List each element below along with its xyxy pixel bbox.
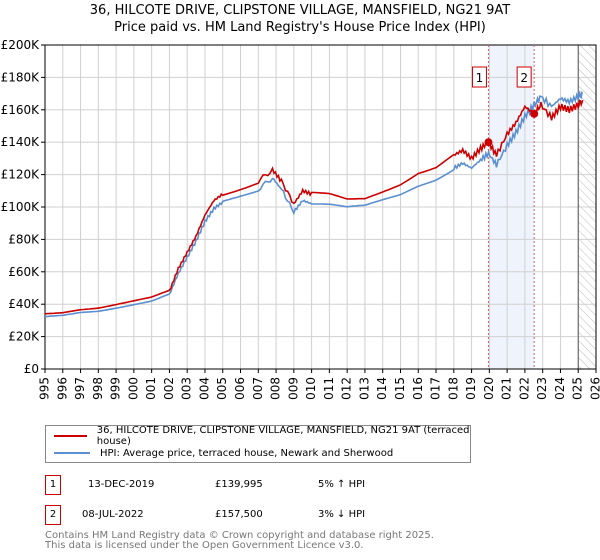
x-tick-label: 1995 bbox=[38, 377, 52, 400]
y-tick-label: £60K bbox=[8, 265, 40, 279]
x-tick-label: 2012 bbox=[340, 377, 354, 400]
y-tick-label: £180K bbox=[1, 70, 41, 84]
x-tick-label: 2008 bbox=[269, 377, 283, 400]
x-tick-label: 2017 bbox=[429, 377, 443, 400]
y-tick-label: £140K bbox=[1, 135, 41, 149]
sale-date: 08-JUL-2022 bbox=[82, 509, 144, 520]
sale-row: 1 13-DEC-2019 £139,995 5% ↑ HPI bbox=[45, 475, 600, 495]
sale-date: 13-DEC-2019 bbox=[88, 479, 155, 490]
sale-row: 2 08-JUL-2022 £157,500 3% ↓ HPI bbox=[45, 505, 600, 525]
sale-hpi: 3% ↓ HPI bbox=[318, 509, 366, 520]
legend-swatch-blue bbox=[54, 452, 90, 454]
sale-hpi: 5% ↑ HPI bbox=[318, 479, 366, 490]
legend: 36, HILCOTE DRIVE, CLIPSTONE VILLAGE, MA… bbox=[45, 425, 471, 463]
x-tick-label: 2015 bbox=[393, 377, 407, 400]
sale-price: £157,500 bbox=[215, 509, 263, 520]
sale-label-box bbox=[471, 66, 487, 88]
y-tick-label: £100K bbox=[1, 200, 41, 214]
footer: Contains HM Land Registry data © Crown c… bbox=[45, 531, 434, 551]
y-tick-label: £160K bbox=[1, 103, 41, 117]
x-tick-label: 2002 bbox=[162, 377, 176, 400]
x-tick-label: 2000 bbox=[126, 377, 140, 400]
x-tick-label: 2025 bbox=[571, 377, 585, 400]
x-tick-label: 2005 bbox=[215, 377, 229, 400]
sale-point bbox=[530, 109, 539, 118]
x-tick-label: 1997 bbox=[73, 377, 87, 400]
sale-label-box bbox=[516, 66, 532, 88]
x-tick-label: 2016 bbox=[411, 377, 425, 400]
x-tick-label: 1996 bbox=[55, 377, 69, 400]
y-tick-label: £40K bbox=[8, 297, 40, 311]
x-tick-label: 2019 bbox=[464, 377, 478, 400]
x-tick-label: 2022 bbox=[517, 377, 531, 400]
chart-subtitle: Price paid vs. HM Land Registry's House … bbox=[114, 20, 486, 35]
footer-line: Contains HM Land Registry data © Crown c… bbox=[45, 530, 434, 541]
chart-title: 36, HILCOTE DRIVE, CLIPSTONE VILLAGE, MA… bbox=[89, 3, 511, 18]
x-tick-label: 2013 bbox=[357, 377, 371, 400]
x-tick-label: 2003 bbox=[180, 377, 194, 400]
x-tick-label: 2024 bbox=[553, 377, 567, 400]
x-tick-label: 1998 bbox=[91, 377, 105, 400]
plot-area: 1995 1996 1997 1998 1999 2000 2001 2002 2003 2004… bbox=[1, 38, 600, 400]
y-tick-label: £0 bbox=[24, 362, 39, 376]
x-tick-label: 2020 bbox=[482, 377, 496, 400]
x-tick-label: 2018 bbox=[446, 377, 460, 400]
legend-label: HPI: Average price, terraced house, Newa… bbox=[100, 447, 394, 459]
y-tick-label: £80K bbox=[8, 232, 40, 246]
legend-item-property: 36, HILCOTE DRIVE, CLIPSTONE VILLAGE, MA… bbox=[54, 425, 470, 447]
x-tick-label: 2010 bbox=[304, 377, 318, 400]
sale-marker-label: 2 bbox=[45, 505, 61, 525]
sale-label: 1 bbox=[476, 71, 484, 85]
x-tick-label: 2014 bbox=[375, 377, 389, 400]
x-tick-label: 2026 bbox=[589, 377, 600, 400]
plot-frame bbox=[44, 44, 597, 370]
legend-item-hpi: HPI: Average price, terraced house, Newa… bbox=[54, 445, 393, 461]
y-tick-label: £120K bbox=[1, 168, 41, 182]
sale-point bbox=[484, 138, 493, 147]
x-tick-label: 2021 bbox=[500, 377, 514, 400]
legend-label: 36, HILCOTE DRIVE, CLIPSTONE VILLAGE, MA… bbox=[96, 425, 470, 447]
x-tick-label: 2007 bbox=[251, 377, 265, 400]
legend-swatch-red bbox=[54, 435, 87, 437]
series-line-property bbox=[44, 99, 584, 315]
series-line-hpi bbox=[44, 90, 584, 318]
x-tick-label: 2004 bbox=[197, 377, 211, 400]
sale-label: 2 bbox=[520, 71, 528, 85]
x-tick-label: 2001 bbox=[144, 377, 158, 400]
x-tick-label: 2011 bbox=[322, 377, 336, 400]
x-tick-label: 1999 bbox=[109, 377, 123, 400]
sale-marker-label: 1 bbox=[45, 475, 61, 495]
y-tick-label: £200K bbox=[1, 38, 41, 52]
x-tick-label: 2023 bbox=[535, 377, 549, 400]
x-tick-label: 2009 bbox=[286, 377, 300, 400]
sale-price: £139,995 bbox=[215, 479, 263, 490]
x-tick-label: 2006 bbox=[233, 377, 247, 400]
footer-line: This data is licensed under the Open Gov… bbox=[45, 540, 364, 551]
y-tick-label: £20K bbox=[8, 330, 40, 344]
